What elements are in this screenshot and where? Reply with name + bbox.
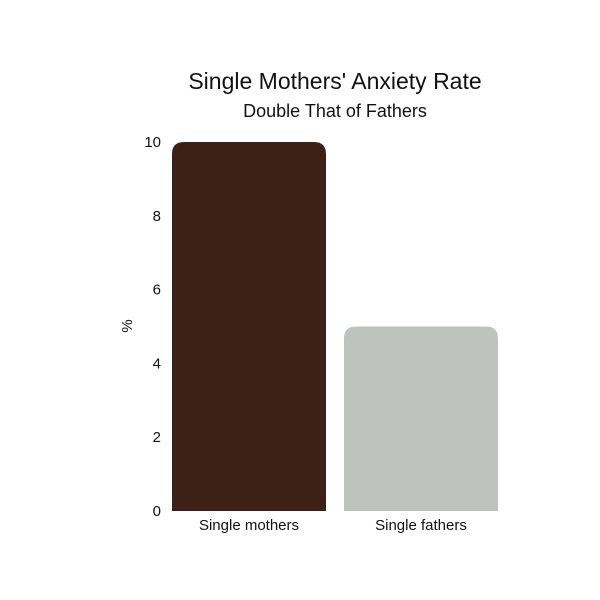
bar-single-mothers [172, 142, 326, 511]
x-axis-labels: Single mothers Single fathers [199, 517, 467, 534]
bars [172, 142, 498, 511]
bar-single-fathers [344, 326, 498, 511]
y-axis-label: % [119, 319, 136, 332]
chart-title: Single Mothers' Anxiety Rate [188, 68, 481, 94]
y-axis-ticks: 0 2 4 6 8 10 [144, 134, 161, 520]
y-tick-label: 8 [153, 208, 161, 225]
y-tick-label: 10 [144, 134, 161, 151]
y-tick-label: 0 [153, 503, 161, 520]
y-tick-label: 6 [153, 282, 161, 299]
x-category-label: Single mothers [199, 517, 299, 534]
y-tick-label: 2 [153, 429, 161, 446]
x-category-label: Single fathers [375, 517, 467, 534]
y-tick-label: 4 [153, 355, 161, 372]
chart-subtitle: Double That of Fathers [243, 101, 427, 121]
